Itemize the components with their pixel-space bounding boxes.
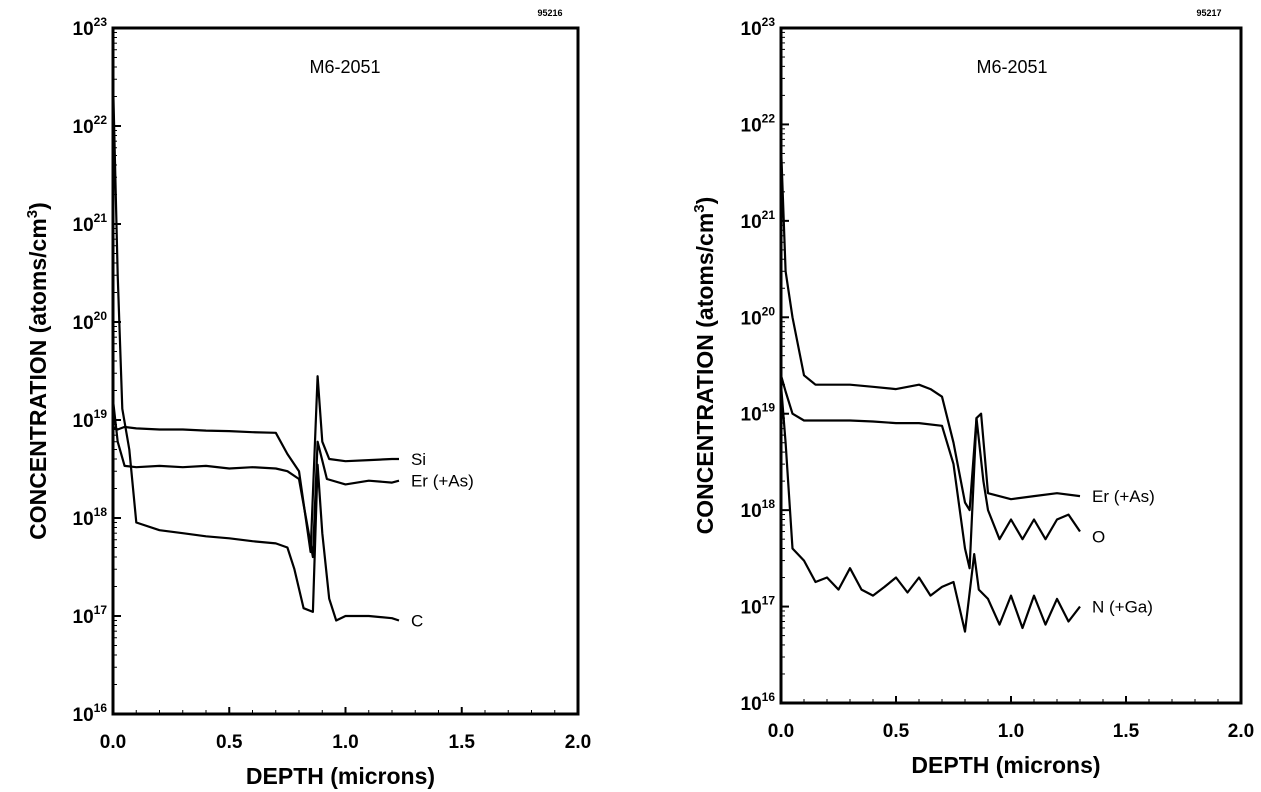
chart-0-figure-id: 95216 <box>537 8 562 18</box>
chart-1-y-axis-label: CONCENTRATION (atoms/cm3) <box>691 197 718 535</box>
chart-1-x-tick-label: 2.0 <box>1228 721 1254 742</box>
chart-0-series-si-line <box>112 375 399 554</box>
chart-0-series-er-as-label: Er (+As) <box>411 472 474 491</box>
chart-1-y-tick-label: 1022 <box>741 111 776 136</box>
chart-1-series-n-ga-line <box>779 384 1081 633</box>
chart-0-y-tick-label: 1021 <box>73 211 108 236</box>
chart-0-y-tick-label: 1016 <box>73 701 108 726</box>
chart-1-series-er-as-line <box>779 145 1081 512</box>
chart-0-series-c-line <box>111 79 400 622</box>
chart-1-y-tick-label: 1023 <box>741 15 776 40</box>
chart-0-y-tick-label: 1022 <box>73 113 108 138</box>
chart-0-x-axis-label: DEPTH (microns) <box>246 763 435 789</box>
chart-1-series-n-ga-label: N (+Ga) <box>1092 598 1153 617</box>
chart-1-x-tick-label: 1.0 <box>998 721 1024 742</box>
chart-1-series-o-label: O <box>1092 528 1105 547</box>
chart-1-x-tick-label: 1.5 <box>1113 721 1140 742</box>
chart-0-y-axis-label: CONCENTRATION (atoms/cm3) <box>24 202 51 540</box>
chart-1-y-tick-label: 1020 <box>741 304 776 329</box>
chart-0-y-tick-label: 1018 <box>73 505 108 530</box>
chart-0-y-tick-label: 1023 <box>73 15 108 40</box>
chart-0-plot-frame <box>111 26 580 716</box>
chart-0-x-tick-label: 2.0 <box>565 732 591 753</box>
chart-1-x-axis-label: DEPTH (microns) <box>911 752 1100 778</box>
chart-0-y-tick-label: 1017 <box>73 603 108 628</box>
chart-0-x-tick-label: 0.0 <box>100 732 126 753</box>
chart-0-series-c-label: C <box>411 611 423 630</box>
chart-panel-right: 0.0 0.5 1.0 1.5 2.0 1016 1017 1018 1019 1020 1021 1… <box>691 8 1254 778</box>
chart-1-figure-id: 95217 <box>1196 8 1221 18</box>
chart-1-plot-frame <box>779 26 1243 705</box>
chart-0-series-si-label: Si <box>411 450 426 469</box>
chart-1-y-tick-label: 1018 <box>741 497 776 522</box>
chart-1-title: M6-2051 <box>976 57 1047 77</box>
chart-1-y-tick-label: 1016 <box>741 690 776 715</box>
chart-1-series-o-line <box>779 374 1081 570</box>
chart-0-x-tick-label: 1.5 <box>449 732 476 753</box>
chart-panel-left: 0.0 0.5 1.0 1.5 2.0 1016 1017 1018 1019 1020 1021 1… <box>24 8 591 789</box>
chart-1-x-tick-label: 0.0 <box>768 721 794 742</box>
chart-0-series-er-as-line <box>111 399 400 559</box>
chart-1-y-tick-label: 1017 <box>741 594 776 619</box>
chart-1-y-tick-label: 1021 <box>741 208 776 233</box>
chart-0-y-tick-label: 1019 <box>73 407 108 432</box>
chart-0-x-tick-label: 0.5 <box>216 732 243 753</box>
chart-1-y-tick-label: 1019 <box>741 401 776 426</box>
chart-1-x-tick-label: 0.5 <box>883 721 910 742</box>
chart-0-y-tick-label: 1020 <box>73 309 108 334</box>
chart-0-title: M6-2051 <box>309 57 380 77</box>
chart-0-x-tick-label: 1.0 <box>332 732 358 753</box>
chart-1-series-er-as-label: Er (+As) <box>1092 487 1155 506</box>
